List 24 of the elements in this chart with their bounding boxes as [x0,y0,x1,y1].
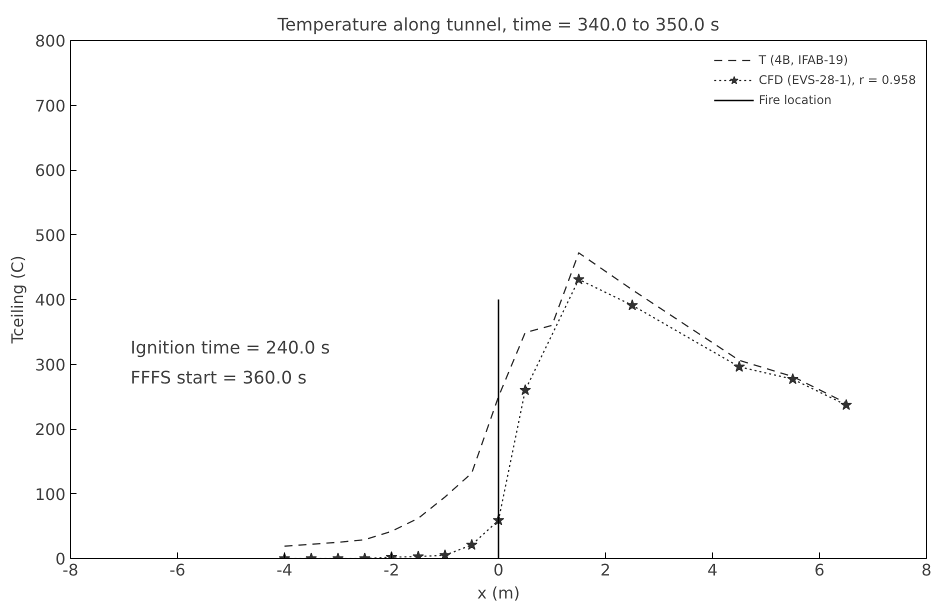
x-tick-label: 2 [600,560,611,580]
y-axis-title: Tceiling (C) [8,255,27,345]
y-tick-label: 300 [34,355,66,374]
y-tick-label: 100 [34,484,66,504]
y-tick-label: 700 [34,96,66,116]
y-tick-label: 600 [34,161,66,180]
x-tick-label: -2 [384,560,400,580]
annotation: Ignition time = 240.0 s [130,338,330,358]
x-tick-label: 0 [493,560,504,580]
x-axis-title: x (m) [477,584,520,602]
y-tick-label: 500 [34,226,66,245]
legend-label: CFD (EVS-28-1), r = 0.958 [758,73,916,87]
y-tick-label: 800 [34,32,66,50]
x-tick-label: 8 [921,560,932,580]
legend-label: Fire location [758,93,832,107]
y-tick-label: 200 [34,420,66,439]
x-tick-label: -4 [276,560,292,580]
y-tick-label: 400 [34,290,66,310]
annotation: FFFS start = 360.0 s [130,368,307,388]
chart-title: Temperature along tunnel, time = 340.0 to 350.0 s [276,16,720,36]
x-tick-label: 6 [814,560,825,580]
legend-label: T (4B, IFAB-19) [758,53,848,67]
x-tick-label: 4 [707,560,718,580]
x-tick-label: -6 [170,560,186,580]
